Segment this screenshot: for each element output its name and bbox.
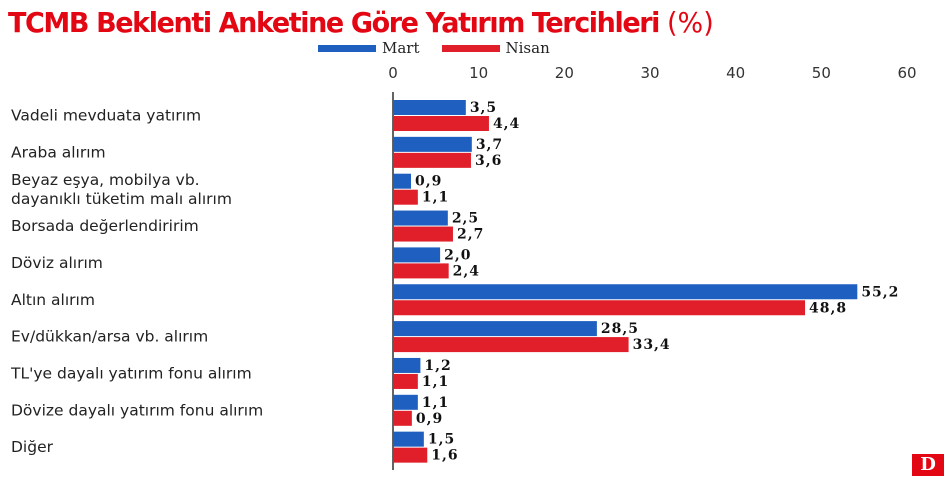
x-tick-label: 10 — [469, 64, 488, 82]
category-label: Borsada değerlendiririm — [11, 217, 199, 235]
bar-mart — [393, 247, 441, 263]
bar-nisan — [393, 189, 418, 205]
data-label: 2,4 — [453, 263, 480, 279]
bar-mart — [393, 136, 472, 152]
category-label: Araba alırım — [11, 143, 106, 161]
data-label: 0,9 — [416, 411, 443, 427]
bar-mart — [393, 431, 424, 447]
data-label: 2,7 — [457, 227, 484, 243]
bar-nisan — [393, 116, 489, 131]
data-label: 0,9 — [415, 174, 442, 190]
data-label: 33,4 — [633, 337, 671, 353]
data-label: 2,0 — [444, 247, 471, 263]
category-label: TL'ye dayalı yatırım fonu alırım — [10, 364, 252, 382]
category-label: Dövize dayalı yatırım fonu alırım — [11, 401, 263, 419]
data-label: 1,6 — [431, 448, 458, 464]
legend-swatch-mart — [318, 44, 376, 52]
bar-nisan — [393, 410, 412, 426]
data-label: 2,5 — [452, 211, 479, 227]
bar-mart — [393, 210, 448, 226]
category-label: Altın alırım — [11, 291, 95, 309]
data-label: 28,5 — [601, 321, 639, 337]
legend-item-nisan: Nisan — [441, 39, 550, 57]
x-tick-label: 50 — [812, 64, 831, 82]
chart-title-unit: (%) — [667, 7, 714, 40]
category-label: Diğer — [11, 438, 54, 456]
bar-nisan — [393, 152, 471, 168]
category-label: Vadeli mevduata yatırım — [11, 107, 201, 125]
bar-mart — [393, 357, 421, 373]
x-tick-label: 0 — [388, 64, 398, 82]
legend-swatch-nisan — [441, 44, 500, 52]
bar-mart — [393, 173, 411, 189]
bar-nisan — [393, 373, 418, 389]
data-label: 3,6 — [475, 153, 502, 169]
legend-label-nisan: Nisan — [505, 39, 550, 57]
data-label: 48,8 — [809, 300, 847, 316]
bar-nisan — [393, 300, 806, 316]
bar-mart — [393, 284, 858, 300]
data-label: 55,2 — [861, 284, 899, 300]
x-tick-label: 60 — [897, 64, 916, 82]
data-label: 4,4 — [493, 116, 520, 132]
bar-nisan — [393, 337, 629, 353]
data-label: 1,1 — [422, 190, 449, 206]
bar-mart — [393, 100, 466, 115]
bar-nisan — [393, 226, 453, 242]
category-label: Ev/dükkan/arsa vb. alırım — [11, 328, 208, 346]
bar-nisan — [393, 447, 428, 463]
data-label: 1,1 — [422, 395, 449, 411]
category-label: Döviz alırım — [11, 254, 103, 272]
publisher-logo: D — [912, 454, 944, 476]
x-tick-label: 40 — [726, 64, 745, 82]
data-label: 1,2 — [424, 358, 451, 374]
data-label: 3,5 — [470, 100, 497, 116]
x-tick-label: 30 — [640, 64, 659, 82]
legend-item-mart: Mart — [318, 39, 420, 57]
data-label: 3,7 — [476, 137, 503, 153]
bar-nisan — [393, 263, 449, 279]
chart-title: TCMB Beklenti Anketine Göre Yatırım Terc… — [8, 8, 714, 40]
bar-mart — [393, 394, 418, 410]
legend-label-mart: Mart — [382, 39, 420, 57]
category-label: Beyaz eşya, mobilya vb. dayanıklı tüketim… — [11, 171, 232, 208]
bar-mart — [393, 321, 597, 337]
chart-legend: Mart Nisan — [318, 39, 572, 57]
data-label: 1,1 — [422, 374, 449, 390]
chart-title-text: TCMB Beklenti Anketine Göre Yatırım Terc… — [8, 7, 660, 40]
data-label: 1,5 — [428, 432, 455, 448]
x-tick-label: 20 — [555, 64, 574, 82]
